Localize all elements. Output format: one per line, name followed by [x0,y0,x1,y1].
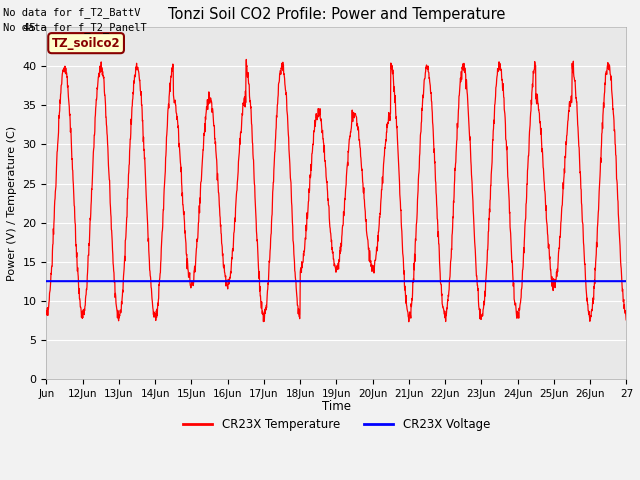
Text: No data for f_T2_PanelT: No data for f_T2_PanelT [3,22,147,33]
Legend: CR23X Temperature, CR23X Voltage: CR23X Temperature, CR23X Voltage [178,414,495,436]
Text: No data for f_T2_BattV: No data for f_T2_BattV [3,7,141,18]
Y-axis label: Power (V) / Temperature (C): Power (V) / Temperature (C) [7,125,17,281]
X-axis label: Time: Time [322,400,351,413]
Text: TZ_soilco2: TZ_soilco2 [52,36,120,49]
Title: Tonzi Soil CO2 Profile: Power and Temperature: Tonzi Soil CO2 Profile: Power and Temper… [168,7,505,22]
